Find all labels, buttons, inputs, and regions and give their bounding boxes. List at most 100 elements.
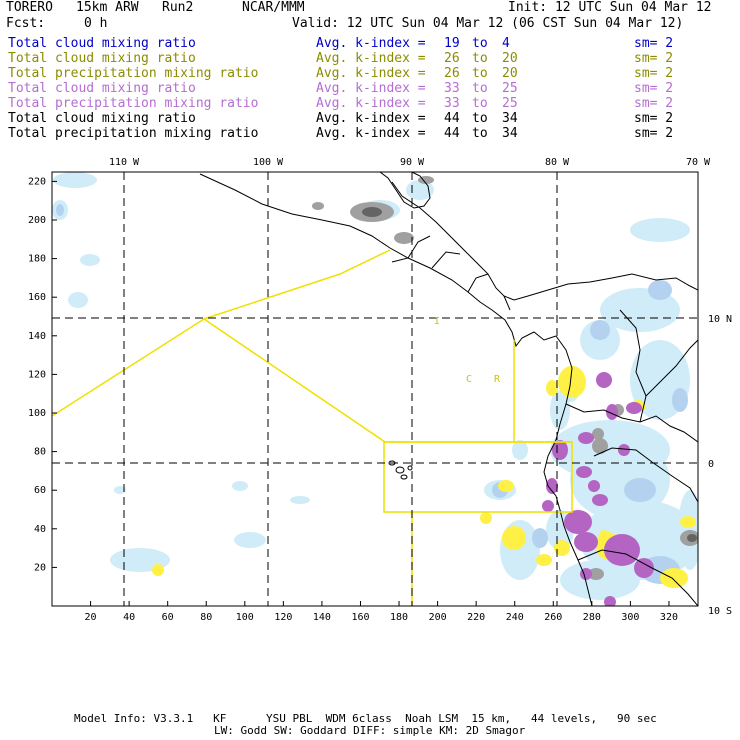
legend-from: 19 <box>444 36 460 51</box>
forecast-label: Fcst: <box>6 16 46 31</box>
legend-avg-label: Avg. k-index = <box>316 36 426 51</box>
legend-avg-label: Avg. k-index = <box>316 51 426 66</box>
legend-from: 33 <box>444 81 460 96</box>
cloud-light-area <box>630 218 690 242</box>
boundary-north-polyline <box>203 249 391 320</box>
x-tick-label: 20 <box>85 612 97 620</box>
border-lines <box>391 235 511 311</box>
x-tick-label: 200 <box>429 612 447 620</box>
cloud-purple-area <box>604 534 640 566</box>
legend-from: 44 <box>444 126 460 141</box>
cloud-light-area <box>678 490 698 570</box>
valid-time: Valid: 12 UTC Sun 04 Mar 12 (06 CST Sun … <box>292 16 684 31</box>
cloud-purple-area <box>578 432 594 444</box>
cloud-moderate-area <box>624 478 656 502</box>
cloud-light-area <box>232 481 248 491</box>
x-tick-label: 40 <box>123 612 135 620</box>
legend-field: Total precipitation mixing ratio <box>8 96 259 111</box>
x-tick-label: 280 <box>583 612 601 620</box>
latitude-label: 10 N <box>708 314 732 325</box>
region-label-i: I <box>434 316 440 327</box>
map-panel: 20 40 60 80 100 120 140 160 180 200 220 240 260 280 30… <box>28 157 732 620</box>
forecast-value: 0 h <box>84 16 108 31</box>
y-tick-label: 60 <box>34 485 46 496</box>
cloud-purple-area <box>626 402 642 414</box>
cloud-yellow-area <box>480 512 492 524</box>
model-name: TORERO <box>6 0 53 15</box>
legend-from: 33 <box>444 96 460 111</box>
cloud-light-area <box>290 496 310 504</box>
legend-from: 26 <box>444 51 460 66</box>
cloud-light-area <box>234 532 266 548</box>
region-label-c: C <box>466 374 472 385</box>
central-america-coastline <box>199 173 557 348</box>
x-tick-label: 300 <box>621 612 639 620</box>
cloud-purple-area <box>606 404 618 420</box>
cloud-purple-area <box>596 372 612 388</box>
x-tick-label: 140 <box>313 612 331 620</box>
longitude-label: 70 W <box>686 157 711 168</box>
y-tick-label: 220 <box>28 176 46 187</box>
legend-to: 34 <box>502 111 518 126</box>
precip-gray-area <box>394 232 414 244</box>
cloud-yellow-area <box>660 568 688 588</box>
legend-to-word: to <box>472 81 488 96</box>
boundary-galapagos-box <box>383 441 573 513</box>
precip-gray-area <box>592 438 608 454</box>
cloud-purple-area <box>592 494 608 506</box>
x-tick-label: 180 <box>390 612 408 620</box>
y-tick-label: 20 <box>34 562 46 573</box>
cloud-yellow-area <box>498 480 514 492</box>
cloud-light-area <box>80 254 100 266</box>
x-tick-label: 160 <box>351 612 369 620</box>
legend-to-word: to <box>472 51 488 66</box>
legend-field: Total cloud mixing ratio <box>8 51 196 66</box>
coastlines <box>199 172 698 606</box>
legend-field: Total precipitation mixing ratio <box>8 66 259 81</box>
cloud-yellow-area <box>558 366 586 398</box>
x-tick-label: 260 <box>544 612 562 620</box>
y-tick-label: 180 <box>28 254 46 265</box>
south-america-coastline <box>543 335 593 606</box>
x-tick-label: 100 <box>236 612 254 620</box>
longitude-label: 80 W <box>545 157 570 168</box>
latitude-label: 0 <box>708 459 714 470</box>
cloud-light-area <box>512 440 528 460</box>
south-america-north-coast <box>631 273 698 291</box>
legend-field: Total cloud mixing ratio <box>8 36 196 51</box>
legend-avg-label: Avg. k-index = <box>316 81 426 96</box>
legend-to: 34 <box>502 126 518 141</box>
y-tick-label: 40 <box>34 524 46 535</box>
legend-smoothing: sm= 2 <box>634 126 674 141</box>
legend-to: 20 <box>502 51 518 66</box>
region-label-group: C R I <box>434 316 501 385</box>
lat-lon-grid <box>52 172 698 606</box>
axis-labels: 20 40 60 80 100 120 140 160 180 200 220 240 260 280 30… <box>28 157 732 620</box>
galapagos-island <box>400 474 408 480</box>
y-tick-label: 100 <box>28 408 46 419</box>
physics-info-line: LW: Godd SW: Goddard DIFF: simple KM: 2D… <box>214 724 526 737</box>
org-label: NCAR/MMM <box>242 0 305 15</box>
precip-gray-area <box>588 568 604 580</box>
cloud-moderate-area <box>532 528 548 548</box>
precip-gray-area <box>592 428 604 440</box>
precip-gray-area <box>312 202 324 210</box>
legend-to: 20 <box>502 66 518 81</box>
cloud-moderate-area <box>648 280 672 300</box>
y-tick-label: 80 <box>34 447 46 458</box>
legend-to-word: to <box>472 36 488 51</box>
country-borders <box>565 309 698 606</box>
x-tick-label: 320 <box>660 612 678 620</box>
cloud-purple-area <box>604 596 616 606</box>
cloud-purple-area <box>634 558 654 578</box>
cloud-moderate-area <box>590 320 610 340</box>
legend-to-word: to <box>472 66 488 81</box>
run-label: Run2 <box>162 0 194 15</box>
x-tick-label: 120 <box>274 612 292 620</box>
legend-from: 44 <box>444 111 460 126</box>
init-time: Init: 12 UTC Sun 04 Mar 12 <box>508 0 712 15</box>
legend-field: Total precipitation mixing ratio <box>8 126 259 141</box>
cloud-purple-area <box>618 444 630 456</box>
galapagos-island <box>395 466 405 474</box>
legend-to: 25 <box>502 96 518 111</box>
